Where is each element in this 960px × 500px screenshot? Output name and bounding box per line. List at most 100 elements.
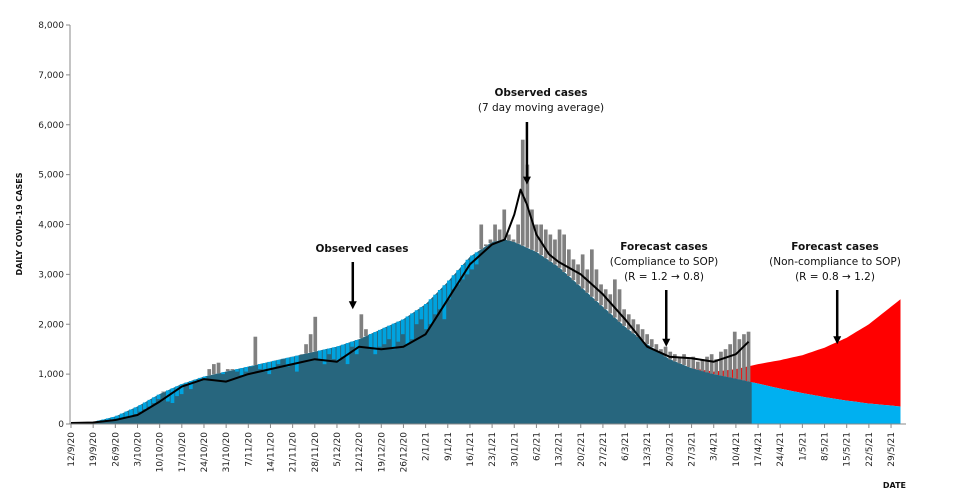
observed-bar (290, 356, 295, 365)
x-tick-label: 12/9/20 (67, 432, 77, 467)
annotation-label: (7 day moving average) (478, 102, 604, 114)
x-tick-label: 13/2/21 (555, 432, 565, 467)
observed-bar (184, 382, 189, 385)
observed-bar (156, 394, 161, 400)
observed-bar (331, 347, 336, 360)
observed-bar (387, 325, 391, 340)
x-tick-label: 9/1/21 (444, 432, 454, 461)
annotation-label: (Non-compliance to SOP) (769, 256, 901, 268)
observed-bar (511, 239, 516, 242)
observed-bar (147, 399, 152, 407)
y-tick-label: 5,000 (38, 171, 64, 181)
observed-bar (709, 354, 714, 374)
observed-bar (534, 224, 539, 252)
observed-bar (322, 349, 327, 365)
x-tick-label: 31/10/20 (222, 432, 232, 473)
observed-bar (705, 356, 709, 373)
observed-bar (336, 346, 341, 362)
observed-bar (115, 415, 119, 420)
x-tick-label: 10/10/20 (156, 432, 166, 473)
x-tick-label: 19/9/20 (89, 432, 99, 467)
y-tick-label: 1,000 (38, 370, 64, 380)
observed-bar (272, 360, 276, 370)
observed-bar (368, 334, 373, 350)
x-tick-label: 6/3/21 (621, 432, 631, 461)
x-tick-label: 19/12/20 (377, 432, 387, 473)
x-tick-label: 20/3/21 (665, 432, 675, 467)
x-tick-label: 26/12/20 (399, 432, 409, 473)
observed-bar (557, 229, 562, 268)
observed-bar (221, 372, 225, 375)
annotation-label: Observed cases (494, 87, 587, 99)
observed-bar (318, 350, 322, 360)
x-axis-title: DATE (883, 481, 906, 490)
observed-bar (138, 405, 142, 412)
observed-bar (179, 384, 184, 395)
observed-bar (691, 356, 696, 369)
observed-bar (230, 369, 235, 371)
observed-bar (488, 239, 493, 244)
observed-bar (617, 289, 622, 322)
observed-bar (401, 319, 405, 335)
x-tick-label: 8/5/21 (821, 432, 831, 461)
observed-bar (714, 359, 719, 375)
observed-bar (202, 376, 207, 380)
x-tick-label: 23/1/21 (488, 432, 498, 467)
observed-bar (645, 334, 649, 345)
observed-bar (493, 224, 497, 242)
y-axis-title: DAILY COVID-19 CASES (15, 172, 24, 275)
x-tick-label: 7/11/20 (244, 432, 254, 467)
observed-bar (433, 294, 437, 315)
observed-bar (414, 310, 419, 325)
observed-bar (613, 279, 617, 318)
observed-bar (285, 357, 290, 367)
observed-bar (599, 284, 603, 306)
observed-bar (640, 329, 645, 341)
observed-bar (350, 341, 354, 347)
observed-bar (719, 351, 723, 376)
observed-bar (682, 354, 686, 366)
observed-bar (659, 349, 663, 354)
observed-bar (378, 329, 382, 347)
observed-bar (313, 316, 318, 352)
moving-average-line (70, 188, 750, 424)
y-tick-label: 0 (58, 420, 64, 430)
observed-bar (502, 209, 507, 240)
observed-bar (193, 379, 198, 382)
observed-bar (497, 229, 502, 241)
observed-bar (539, 224, 543, 256)
observed-bar (267, 361, 272, 375)
x-tick-label: 27/3/21 (688, 432, 698, 467)
observed-bar (364, 329, 368, 337)
annotation-arrow-head (662, 338, 671, 347)
x-tick-label: 29/5/21 (887, 432, 897, 467)
observed-bar (442, 285, 447, 320)
observed-bar (359, 314, 364, 339)
observed-bar (152, 397, 156, 404)
observed-bar (700, 359, 705, 372)
observed-bar (189, 381, 193, 390)
annotation-label: Forecast cases (791, 241, 878, 253)
observed-bar (373, 332, 378, 355)
x-tick-label: 13/3/21 (643, 432, 653, 467)
observed-bar (327, 348, 331, 355)
observed-bar (119, 413, 124, 419)
observed-bar (649, 339, 654, 348)
observed-bar (276, 359, 281, 365)
observed-bar (142, 402, 147, 410)
observed-bar (728, 344, 732, 378)
observed-bar (391, 323, 396, 350)
observed-bar (175, 386, 179, 397)
x-tick-label: 21/11/20 (289, 432, 299, 473)
observed-bar (631, 319, 636, 334)
x-tick-label: 15/5/21 (843, 432, 853, 467)
x-tick-label: 5/12/20 (333, 432, 343, 467)
observed-bar (110, 417, 115, 421)
observed-bar (590, 249, 594, 297)
observed-bar (451, 275, 456, 290)
x-tick-label: 30/1/21 (510, 432, 520, 467)
observed-bar (253, 336, 258, 365)
observed-bar (484, 244, 488, 247)
x-tick-label: 22/5/21 (865, 432, 875, 467)
